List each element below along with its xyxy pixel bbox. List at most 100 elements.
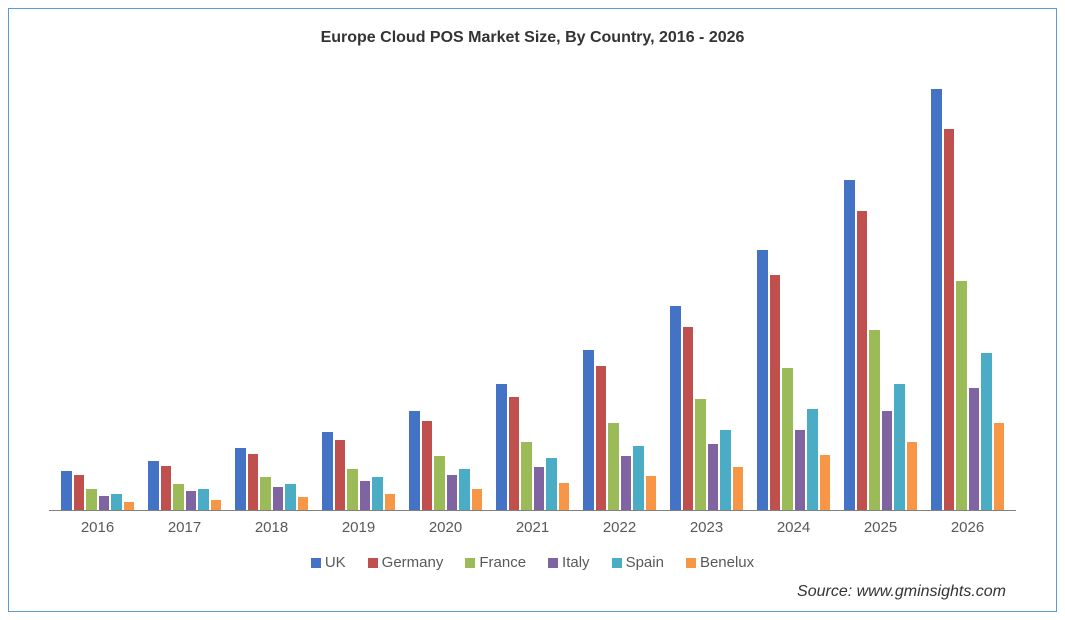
bar-france-2020 [434,456,445,510]
bar-france-2025 [869,330,880,510]
bar-spain-2017 [198,489,209,510]
year-group-2019 [315,77,402,510]
bar-germany-2020 [422,421,433,510]
bar-france-2024 [782,368,793,510]
x-label-2018: 2018 [228,519,315,536]
bar-italy-2020 [447,475,458,510]
bar-benelux-2026 [994,423,1005,510]
bar-spain-2026 [981,353,992,510]
bar-uk-2022 [583,350,594,510]
bar-spain-2023 [720,430,731,510]
year-group-2025 [837,77,924,510]
bar-benelux-2018 [298,497,309,510]
legend-swatch-benelux [686,558,696,568]
bar-uk-2024 [757,250,768,510]
year-group-2022 [576,77,663,510]
bar-benelux-2024 [820,455,831,510]
bar-benelux-2022 [646,476,657,510]
bar-germany-2017 [161,466,172,510]
bar-benelux-2020 [472,489,483,510]
year-group-2026 [924,77,1011,510]
bar-spain-2021 [546,458,557,510]
year-group-2016 [54,77,141,510]
bar-spain-2016 [111,494,122,510]
bar-germany-2024 [770,275,781,510]
bar-germany-2023 [683,327,694,511]
year-group-2021 [489,77,576,510]
legend-label-germany: Germany [382,554,444,571]
legend-swatch-france [465,558,475,568]
bar-germany-2022 [596,366,607,510]
legend: UK Germany France Italy Spain Benelux [49,554,1016,571]
x-label-2026: 2026 [924,519,1011,536]
bar-uk-2016 [61,471,72,510]
legend-swatch-spain [612,558,622,568]
legend-swatch-uk [311,558,321,568]
legend-swatch-italy [548,558,558,568]
legend-swatch-germany [368,558,378,568]
bar-france-2017 [173,484,184,510]
bar-france-2019 [347,469,358,510]
legend-label-spain: Spain [626,554,664,571]
bar-benelux-2019 [385,494,396,510]
legend-item-italy: Italy [548,554,590,571]
year-group-2023 [663,77,750,510]
x-axis-labels: 2016201720182019202020212022202320242025… [49,511,1016,536]
bar-italy-2022 [621,456,632,510]
x-label-2024: 2024 [750,519,837,536]
bar-germany-2026 [944,129,955,510]
bar-germany-2021 [509,397,520,510]
chart-title: Europe Cloud POS Market Size, By Country… [49,29,1016,47]
bar-france-2018 [260,477,271,510]
bar-spain-2025 [894,384,905,510]
x-label-2025: 2025 [837,519,924,536]
bar-france-2023 [695,399,706,510]
bar-france-2022 [608,423,619,510]
year-group-2017 [141,77,228,510]
year-group-2024 [750,77,837,510]
bar-germany-2019 [335,440,346,510]
year-group-2020 [402,77,489,510]
bar-france-2021 [521,442,532,510]
bar-spain-2019 [372,477,383,510]
bar-italy-2018 [273,487,284,510]
bar-spain-2024 [807,409,818,510]
bar-uk-2023 [670,306,681,510]
x-label-2023: 2023 [663,519,750,536]
legend-item-germany: Germany [368,554,444,571]
chart-container: Europe Cloud POS Market Size, By Country… [8,8,1057,612]
legend-item-benelux: Benelux [686,554,754,571]
bar-uk-2017 [148,461,159,510]
bar-italy-2019 [360,481,371,510]
bar-spain-2018 [285,484,296,510]
bar-benelux-2023 [733,467,744,510]
legend-label-france: France [479,554,526,571]
legend-item-uk: UK [311,554,346,571]
year-group-2018 [228,77,315,510]
legend-label-uk: UK [325,554,346,571]
x-label-2019: 2019 [315,519,402,536]
bar-uk-2019 [322,432,333,510]
x-label-2021: 2021 [489,519,576,536]
plot-wrap: 2016201720182019202020212022202320242025… [49,77,1016,601]
bar-germany-2018 [248,454,259,510]
bar-italy-2025 [882,411,893,510]
bar-italy-2026 [969,388,980,510]
x-label-2020: 2020 [402,519,489,536]
legend-label-benelux: Benelux [700,554,754,571]
bar-italy-2021 [534,467,545,510]
bar-uk-2021 [496,384,507,510]
plot-area [49,77,1016,511]
bar-benelux-2016 [124,502,135,510]
bar-italy-2016 [99,496,110,510]
bar-uk-2026 [931,89,942,510]
bar-france-2016 [86,489,97,510]
bar-uk-2018 [235,448,246,510]
x-label-2017: 2017 [141,519,228,536]
bar-france-2026 [956,281,967,510]
legend-item-france: France [465,554,526,571]
bar-uk-2020 [409,411,420,510]
bar-italy-2024 [795,430,806,510]
bar-benelux-2021 [559,483,570,510]
x-label-2016: 2016 [54,519,141,536]
